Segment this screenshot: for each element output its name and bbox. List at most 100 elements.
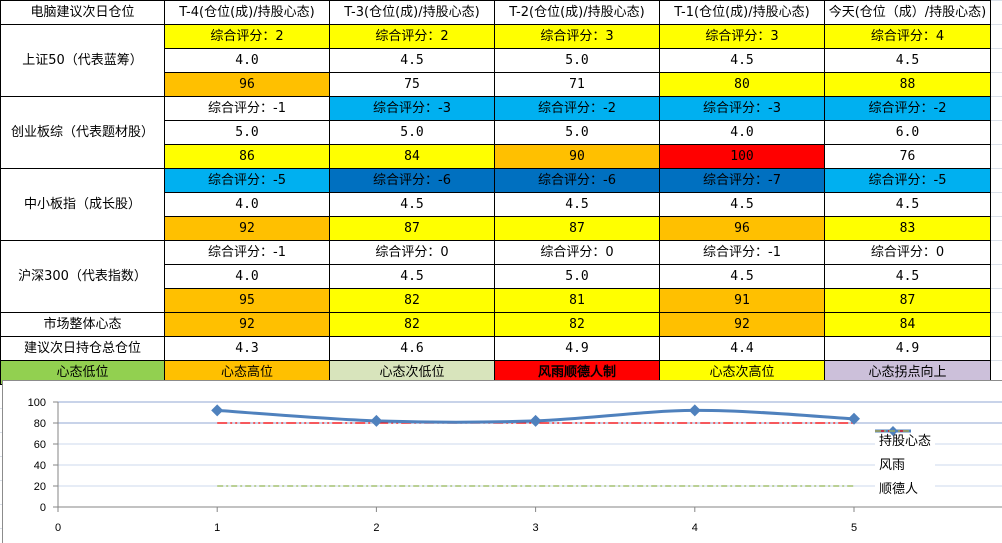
position-cell[interactable]: 4.5	[329, 48, 495, 73]
chart-plot: 0 20 40 60 80 100 0 1 2 3 4 5	[28, 397, 1002, 534]
composite-score-cell[interactable]: 综合评分：-1	[164, 96, 330, 121]
composite-score-cell[interactable]: 综合评分：3	[494, 24, 660, 49]
sentiment-line-chart[interactable]: 0 20 40 60 80 100 0 1 2 3 4 5 持股心态 风雨 顺德人	[2, 380, 1002, 543]
sentiment-cell[interactable]: 80	[659, 72, 825, 97]
sentiment-cell[interactable]: 81	[494, 288, 660, 313]
composite-score-cell[interactable]: 综合评分：3	[659, 24, 825, 49]
sentiment-cell[interactable]: 86	[164, 144, 330, 169]
composite-score-cell[interactable]: 综合评分：-1	[659, 240, 825, 265]
position-cell[interactable]: 4.0	[164, 192, 330, 217]
legend-label: 风雨	[879, 457, 906, 473]
index-name: 上证50（代表蓝筹）	[0, 24, 165, 97]
composite-score-cell[interactable]: 综合评分：0	[824, 240, 991, 265]
column-header[interactable]: T-3(仓位(成)/持股心态)	[329, 0, 495, 25]
composite-score-cell[interactable]: 综合评分：-5	[164, 168, 330, 193]
position-cell[interactable]: 4.5	[659, 48, 825, 73]
x-tick-label: 5	[851, 522, 857, 534]
position-cell[interactable]: 5.0	[494, 48, 660, 73]
diamond-marker[interactable]	[688, 404, 701, 417]
x-tick-label: 1	[214, 522, 220, 534]
position-cell[interactable]: 6.0	[824, 120, 991, 145]
position-cell[interactable]: 4.0	[164, 48, 330, 73]
composite-score-cell[interactable]: 综合评分：-6	[494, 168, 660, 193]
position-cell[interactable]: 4.0	[164, 264, 330, 289]
suggested-position-cell[interactable]: 4.9	[824, 336, 991, 361]
sentiment-cell[interactable]: 95	[164, 288, 330, 313]
composite-score-cell[interactable]: 综合评分：4	[824, 24, 991, 49]
composite-score-cell[interactable]: 综合评分：0	[494, 240, 660, 265]
column-header[interactable]: T-1(仓位(成)/持股心态)	[659, 0, 825, 25]
position-cell[interactable]: 5.0	[164, 120, 330, 145]
index-name: 沪深300（代表指数）	[0, 240, 165, 313]
sentiment-cell[interactable]: 87	[824, 288, 991, 313]
composite-score-cell[interactable]: 综合评分：-2	[494, 96, 660, 121]
sentiment-cell[interactable]: 100	[659, 144, 825, 169]
diamond-marker[interactable]	[211, 404, 224, 417]
sentiment-cell[interactable]: 88	[824, 72, 991, 97]
position-cell[interactable]: 4.5	[824, 264, 991, 289]
column-header[interactable]: T-2(仓位(成)/持股心态)	[494, 0, 660, 25]
composite-score-cell[interactable]: 综合评分：-2	[824, 96, 991, 121]
sentiment-cell[interactable]: 87	[494, 216, 660, 241]
market-sentiment-cell[interactable]: 84	[824, 312, 991, 337]
composite-score-cell[interactable]: 综合评分：-6	[329, 168, 495, 193]
market-sentiment-cell[interactable]: 92	[164, 312, 330, 337]
position-cell[interactable]: 4.5	[659, 264, 825, 289]
column-header[interactable]: T-4(仓位(成)/持股心态)	[164, 0, 330, 25]
position-cell[interactable]: 4.5	[824, 192, 991, 217]
sentiment-cell[interactable]: 75	[329, 72, 495, 97]
sentiment-row: 96 75 71 80 88	[1, 72, 991, 97]
sentiment-cell[interactable]: 90	[494, 144, 660, 169]
composite-score-cell[interactable]: 综合评分：-1	[164, 240, 330, 265]
sentiment-cell[interactable]: 96	[659, 216, 825, 241]
position-cell[interactable]: 4.5	[494, 192, 660, 217]
suggested-position-row: 建议次日持仓总仓位 4.3 4.6 4.9 4.4 4.9	[0, 336, 991, 361]
market-sentiment-cell[interactable]: 82	[494, 312, 660, 337]
composite-score-cell[interactable]: 综合评分：-7	[659, 168, 825, 193]
legend-label: 顺德人	[879, 481, 919, 497]
position-cell[interactable]: 5.0	[329, 120, 495, 145]
position-table: 电脑建议次日仓位 T-4(仓位(成)/持股心态) T-3(仓位(成)/持股心态) T-…	[0, 0, 991, 385]
x-tick-label: 2	[373, 522, 379, 534]
sentiment-cell[interactable]: 84	[329, 144, 495, 169]
x-tick-label: 0	[55, 522, 61, 534]
sentiment-cell[interactable]: 83	[824, 216, 991, 241]
suggested-position-cell[interactable]: 4.9	[494, 336, 660, 361]
corner-label: 电脑建议次日仓位	[0, 0, 165, 25]
suggested-position-cell[interactable]: 4.4	[659, 336, 825, 361]
composite-score-cell[interactable]: 综合评分：-3	[659, 96, 825, 121]
composite-score-cell[interactable]: 综合评分：2	[329, 24, 495, 49]
legend-item[interactable]: 顺德人	[875, 430, 931, 499]
suggested-position-cell[interactable]: 4.6	[329, 336, 495, 361]
position-cell[interactable]: 4.5	[329, 264, 495, 289]
position-cell[interactable]: 4.5	[329, 192, 495, 217]
composite-score-cell[interactable]: 综合评分：-5	[824, 168, 991, 193]
score-row: 创业板综（代表题材股） 综合评分：-1 综合评分：-3 综合评分：-2 综合评分：-3 综…	[0, 96, 991, 169]
position-cell[interactable]: 5.0	[494, 120, 660, 145]
x-tick-label: 3	[533, 522, 539, 534]
legend-item[interactable]: 风雨	[875, 430, 931, 475]
position-cell[interactable]: 4.5	[659, 192, 825, 217]
sentiment-cell[interactable]: 71	[494, 72, 660, 97]
composite-score-cell[interactable]: 综合评分：2	[164, 24, 330, 49]
composite-score-cell[interactable]: 综合评分：-3	[329, 96, 495, 121]
suggested-position-cell[interactable]: 4.3	[164, 336, 330, 361]
position-cell[interactable]: 5.0	[494, 264, 660, 289]
sentiment-cell[interactable]: 82	[329, 288, 495, 313]
position-cell[interactable]: 4.0	[659, 120, 825, 145]
sentiment-cell[interactable]: 91	[659, 288, 825, 313]
market-sentiment-cell[interactable]: 92	[659, 312, 825, 337]
composite-score-cell[interactable]: 综合评分：0	[329, 240, 495, 265]
position-cell[interactable]: 4.5	[824, 48, 991, 73]
y-tick-label: 60	[34, 439, 46, 451]
score-row: 上证50（代表蓝筹） 综合评分：2 综合评分：2 综合评分：3 综合评分：3 综合评分：4	[0, 24, 991, 97]
sentiment-cell[interactable]: 92	[164, 216, 330, 241]
diamond-marker[interactable]	[848, 412, 860, 425]
market-sentiment-cell[interactable]: 82	[329, 312, 495, 337]
diamond-marker[interactable]	[529, 414, 542, 427]
column-header[interactable]: 今天(仓位（成）/持股心态)	[824, 0, 991, 25]
sentiment-cell[interactable]: 96	[164, 72, 330, 97]
diamond-marker[interactable]	[370, 414, 383, 427]
sentiment-cell[interactable]: 76	[824, 144, 991, 169]
sentiment-cell[interactable]: 87	[329, 216, 495, 241]
